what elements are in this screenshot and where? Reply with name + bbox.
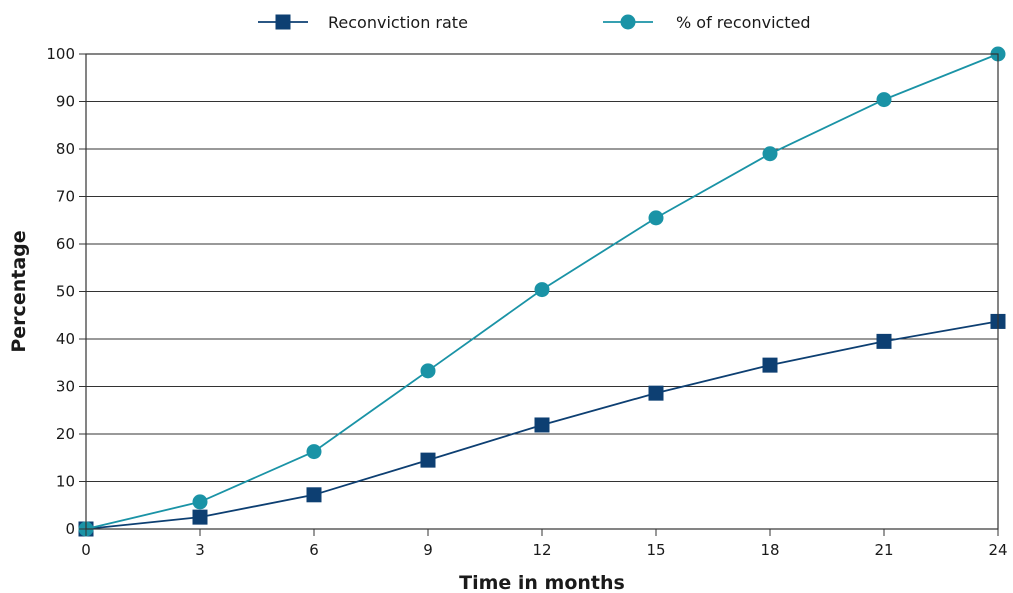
circle-marker	[876, 92, 892, 108]
y-tick-label: 100	[46, 45, 75, 63]
x-tick-label: 0	[81, 541, 91, 559]
x-tick-label: 3	[195, 541, 205, 559]
legend-square-marker	[275, 14, 291, 30]
legend-label: % of reconvicted	[676, 13, 811, 32]
y-tick-label: 50	[56, 283, 75, 301]
y-tick-label: 40	[56, 330, 75, 348]
plot-frame	[85, 53, 999, 530]
circle-marker	[762, 146, 778, 162]
x-tick-label: 12	[532, 541, 551, 559]
x-axis-title: Time in months	[459, 572, 625, 593]
square-marker	[648, 385, 664, 401]
circle-marker	[534, 282, 550, 298]
series-0	[78, 313, 1006, 537]
square-marker	[306, 487, 322, 503]
circle-marker	[420, 363, 436, 379]
square-marker	[534, 417, 550, 433]
y-tick-label: 10	[56, 473, 75, 491]
x-tick-label: 24	[988, 541, 1007, 559]
tick-labels: 0 10 20 30 40 50 60 70 80 90 100 0 3 6 9 12 15 18 21 24	[46, 45, 1007, 559]
y-tick-label: 90	[56, 93, 75, 111]
legend-label: Reconviction rate	[328, 13, 468, 32]
x-tick-label: 15	[646, 541, 665, 559]
square-marker	[420, 452, 436, 468]
x-tick-label: 6	[309, 541, 319, 559]
y-tick-label: 0	[65, 520, 75, 538]
square-marker	[192, 509, 208, 525]
y-tick-label: 70	[56, 188, 75, 206]
square-marker	[876, 333, 892, 349]
circle-marker	[306, 444, 322, 460]
legend-item: Reconviction rate	[258, 13, 468, 32]
x-tick-label: 21	[874, 541, 893, 559]
circle-marker	[192, 494, 208, 510]
legend-circle-marker	[620, 14, 636, 30]
legend-item: % of reconvicted	[603, 13, 811, 32]
square-marker	[762, 357, 778, 373]
y-tick-label: 20	[56, 425, 75, 443]
x-tick-label: 9	[423, 541, 433, 559]
y-axis-title: Percentage	[8, 230, 30, 352]
y-tick-label: 80	[56, 140, 75, 158]
series-1	[78, 46, 1006, 537]
gridlines	[86, 101, 998, 482]
axes	[79, 53, 999, 536]
circle-marker	[648, 210, 664, 226]
legend: Reconviction rate % of reconvicted	[258, 13, 811, 32]
y-tick-label: 30	[56, 378, 75, 396]
series-layer	[78, 46, 1006, 537]
y-tick-label: 60	[56, 235, 75, 253]
x-tick-label: 18	[760, 541, 779, 559]
